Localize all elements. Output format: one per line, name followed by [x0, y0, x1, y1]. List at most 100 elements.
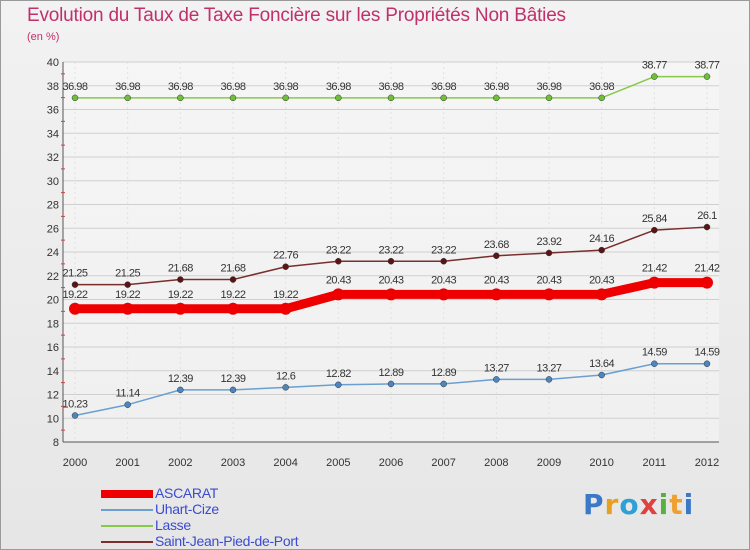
y-tick-label: 14 [47, 366, 59, 378]
data-point-uhart-cize [282, 384, 289, 391]
data-point-ascarat [279, 302, 292, 315]
data-label-lasse: 36.98 [484, 81, 509, 93]
data-label-lasse: 36.98 [220, 81, 245, 93]
data-label-lasse: 36.98 [62, 81, 87, 93]
data-label-uhart-cize: 13.27 [484, 362, 509, 374]
y-tick-label: 12 [47, 390, 59, 402]
x-tick-label: 2012 [695, 457, 719, 469]
y-tick-label: 18 [47, 318, 59, 330]
data-point-saint-jean-pied-de-port [71, 281, 79, 288]
y-tick-label: 28 [47, 200, 59, 212]
data-point-saint-jean-pied-de-port [177, 276, 184, 283]
x-tick-label: 2001 [115, 457, 139, 469]
y-tick-label: 22 [47, 271, 59, 283]
logo-letter: r [604, 488, 620, 521]
data-label-ascarat: 19.22 [273, 289, 298, 301]
data-label-saint-jean-pied-de-port: 24.16 [589, 233, 614, 245]
data-label-saint-jean-pied-de-port: 21.25 [115, 268, 140, 280]
data-point-lasse [651, 73, 658, 80]
data-point-uhart-cize [703, 360, 711, 367]
data-label-uhart-cize: 13.64 [589, 358, 614, 370]
legend-swatch-uhart-cize [101, 509, 153, 511]
data-point-ascarat [701, 276, 713, 289]
logo-letter: P [583, 488, 605, 521]
data-point-uhart-cize [440, 380, 447, 388]
data-point-uhart-cize [177, 386, 184, 394]
data-label-ascarat: 20.43 [589, 274, 614, 286]
data-label-lasse: 38.77 [694, 60, 719, 72]
data-point-uhart-cize [545, 376, 553, 383]
y-tick-label: 32 [47, 152, 59, 164]
data-label-ascarat: 19.22 [62, 289, 87, 301]
data-point-ascarat [121, 302, 134, 315]
data-point-saint-jean-pied-de-port [703, 223, 711, 231]
x-tick-label: 2003 [221, 457, 245, 469]
data-point-saint-jean-pied-de-port [124, 281, 131, 288]
x-tick-label: 2008 [484, 457, 508, 469]
data-point-lasse [335, 94, 342, 102]
data-label-saint-jean-pied-de-port: 25.84 [642, 213, 667, 225]
data-label-ascarat: 20.43 [326, 274, 351, 286]
data-point-lasse [71, 94, 79, 102]
logo-letter: x [639, 488, 659, 521]
logo-letter: t [669, 488, 684, 521]
data-label-uhart-cize: 12.39 [168, 373, 193, 385]
x-tick-label: 2004 [273, 457, 297, 469]
data-label-lasse: 36.98 [273, 81, 298, 93]
data-label-ascarat: 20.43 [484, 274, 509, 286]
data-point-uhart-cize [493, 376, 500, 383]
data-point-ascarat [648, 276, 661, 289]
data-point-ascarat [69, 302, 81, 315]
data-label-ascarat: 21.42 [642, 263, 667, 275]
data-point-lasse [177, 94, 184, 102]
x-tick-label: 2010 [589, 457, 613, 469]
data-point-saint-jean-pied-de-port [229, 276, 237, 283]
legend-swatch-ascarat [101, 490, 153, 498]
data-point-ascarat [437, 288, 450, 301]
x-tick-label: 2011 [643, 457, 667, 469]
data-label-lasse: 36.98 [431, 81, 456, 93]
data-label-uhart-cize: 14.59 [694, 347, 719, 359]
data-label-saint-jean-pied-de-port: 23.22 [326, 244, 351, 256]
data-label-saint-jean-pied-de-port: 23.22 [431, 244, 456, 256]
y-tick-label: 26 [47, 223, 59, 235]
data-label-uhart-cize: 13.27 [536, 362, 561, 374]
proxiti-logo: Proxiti [583, 488, 694, 521]
data-point-uhart-cize [229, 386, 237, 394]
data-label-lasse: 36.98 [536, 81, 561, 93]
data-point-uhart-cize [124, 401, 131, 408]
data-point-ascarat [490, 288, 503, 301]
x-tick-label: 2006 [379, 457, 403, 469]
y-tick-label: 34 [47, 128, 59, 140]
data-label-uhart-cize: 11.14 [116, 388, 141, 400]
y-tick-label: 40 [47, 57, 59, 69]
data-point-lasse [493, 94, 500, 102]
data-point-lasse [545, 94, 553, 102]
data-point-uhart-cize [71, 412, 79, 419]
data-point-ascarat [595, 288, 608, 301]
legend-label-ascarat: ASCARAT [155, 485, 218, 501]
data-label-uhart-cize: 12.82 [326, 368, 351, 380]
data-point-uhart-cize [651, 360, 658, 367]
data-point-ascarat [227, 302, 239, 315]
data-label-saint-jean-pied-de-port: 23.68 [484, 239, 509, 251]
x-tick-label: 2009 [537, 457, 561, 469]
data-label-saint-jean-pied-de-port: 23.22 [378, 244, 403, 256]
data-label-uhart-cize: 12.89 [378, 367, 403, 379]
y-tick-label: 8 [53, 437, 59, 449]
data-label-ascarat: 19.22 [115, 289, 140, 301]
data-point-lasse [229, 94, 237, 102]
data-point-ascarat [332, 288, 345, 301]
x-tick-label: 2005 [326, 457, 350, 469]
data-label-ascarat: 20.43 [536, 274, 561, 286]
data-point-lasse [387, 94, 395, 102]
x-tick-label: 2002 [168, 457, 192, 469]
y-tick-label: 30 [47, 176, 59, 188]
data-label-lasse: 36.98 [378, 81, 403, 93]
chart-title: Evolution du Taux de Taxe Foncière sur l… [27, 5, 566, 26]
data-point-ascarat [385, 288, 397, 301]
data-point-ascarat [174, 302, 187, 315]
data-point-ascarat [543, 288, 555, 301]
data-point-saint-jean-pied-de-port [545, 249, 553, 257]
data-point-saint-jean-pied-de-port [387, 258, 395, 265]
